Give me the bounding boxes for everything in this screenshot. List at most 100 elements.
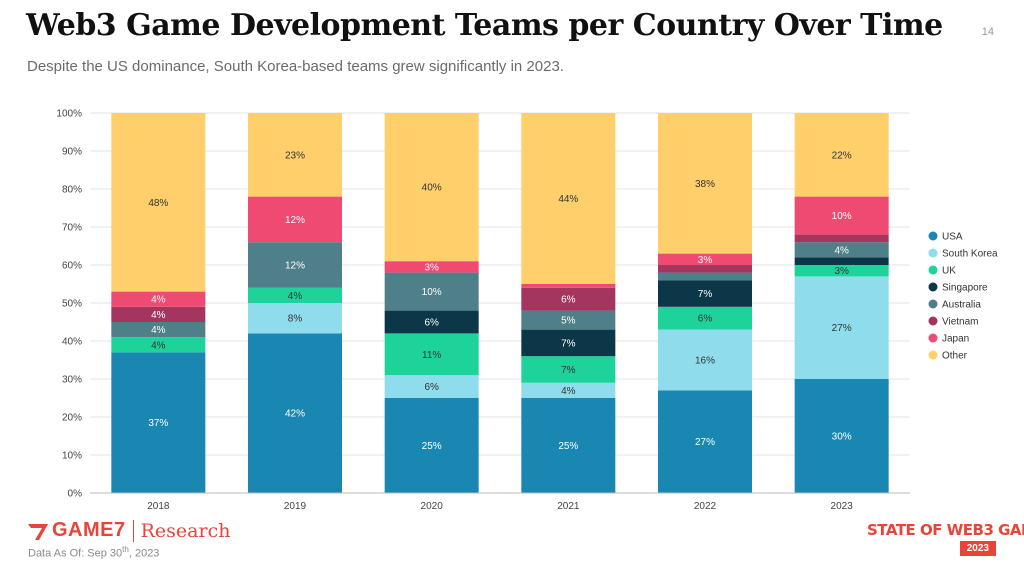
bar-segment <box>658 306 752 330</box>
data-label: 40% <box>422 183 442 194</box>
bar-segment <box>658 390 752 493</box>
y-tick-label: 80% <box>62 185 82 196</box>
data-label: 3% <box>834 266 849 277</box>
data-label: 44% <box>558 194 578 205</box>
legend-swatch <box>928 333 938 343</box>
y-tick-label: 20% <box>62 413 82 424</box>
bar-segment <box>248 333 342 493</box>
bar-segment <box>521 329 616 357</box>
bar-segment <box>248 113 342 197</box>
legend-label: Japan <box>942 334 969 345</box>
logo-suffix: Research <box>140 519 231 542</box>
state-of-web3-gaming-logo: STATE OF WEB3 GAMING 2023 <box>867 521 1024 559</box>
bar-segment <box>111 352 206 493</box>
game7-research-logo: GAME7 Research <box>28 519 230 542</box>
bar-segment <box>521 287 616 311</box>
bar-segment <box>658 265 752 273</box>
bar-segment <box>111 113 206 292</box>
data-label: 27% <box>832 323 852 334</box>
data-label: 30% <box>832 432 852 443</box>
data-label: 38% <box>695 179 715 190</box>
legend-swatch <box>928 299 938 309</box>
bar-segment <box>521 398 616 493</box>
legend-swatch <box>928 265 938 275</box>
legend-swatch <box>928 282 938 292</box>
data-label: 48% <box>148 198 168 209</box>
y-tick-label: 0% <box>68 489 83 500</box>
legend-swatch <box>928 316 938 326</box>
data-label: 3% <box>424 262 439 273</box>
stacked-bar-chart: 0% 10% 20% 30% 40% 50% 60% 70% 80% 90% 100% 37% 4% 4%… <box>56 109 998 513</box>
bar-segment <box>521 284 616 288</box>
data-as-of-note: Data As Of: Sep 30th, 2023 <box>28 545 159 560</box>
bar-segment <box>111 306 206 322</box>
data-label: 10% <box>832 211 852 222</box>
y-tick-label: 10% <box>62 451 82 462</box>
data-label: 12% <box>285 261 305 272</box>
data-label: 3% <box>698 255 713 266</box>
bar-segment <box>794 265 889 277</box>
bar-segment <box>658 280 752 307</box>
x-tick-label: 2022 <box>694 501 717 512</box>
bar-segment <box>794 276 889 379</box>
bar-segment <box>794 234 889 243</box>
data-label: 8% <box>288 314 303 325</box>
y-tick-label: 90% <box>62 147 82 158</box>
page-title: Web3 Game Development Teams per Country … <box>26 8 943 43</box>
bar-segment <box>794 113 889 197</box>
data-label: 16% <box>695 356 715 367</box>
bar-segment <box>658 272 752 281</box>
bar-segment <box>794 257 889 265</box>
data-label: 4% <box>561 386 576 397</box>
bar-segment <box>658 113 752 254</box>
data-label: 6% <box>424 382 439 393</box>
legend-label: Other <box>942 351 968 362</box>
bar-segment <box>384 261 479 273</box>
data-label: 11% <box>422 350 441 361</box>
bar-segment <box>384 333 479 376</box>
data-label: 4% <box>151 310 166 321</box>
data-label: 4% <box>151 295 166 306</box>
x-tick-label: 2020 <box>421 501 444 512</box>
data-label: 10% <box>422 287 442 298</box>
data-label: 37% <box>148 418 168 429</box>
legend-swatch <box>928 231 938 241</box>
y-tick-label: 30% <box>62 375 82 386</box>
x-tick-label: 2019 <box>284 501 307 512</box>
bar-segment <box>521 382 616 398</box>
data-label: 25% <box>422 441 442 452</box>
y-tick-label: 40% <box>62 337 82 348</box>
data-label: 6% <box>424 318 439 329</box>
logo-divider <box>132 519 134 542</box>
brand-year: 2023 <box>959 541 996 556</box>
bar-segment <box>794 242 889 258</box>
bar-segment <box>794 379 889 493</box>
legend-label: USA <box>942 232 963 243</box>
bar-segment <box>658 329 752 391</box>
data-label: 27% <box>695 437 715 448</box>
data-as-of-sup: th <box>122 545 129 554</box>
bar-segment <box>248 303 342 334</box>
bar-segment <box>384 398 479 493</box>
bar-segment <box>248 287 342 303</box>
data-label: 4% <box>151 340 166 351</box>
bar-segment <box>111 337 206 353</box>
y-tick-label: 60% <box>62 261 82 272</box>
legend-label: UK <box>942 266 956 277</box>
logo-name: GAME7 <box>52 519 126 541</box>
bar-segment <box>794 196 889 235</box>
y-tick-label: 100% <box>56 109 82 120</box>
legend-swatch <box>928 350 938 360</box>
bar-segment <box>111 291 206 307</box>
brand-line: STATE OF WEB3 GAMING <box>867 521 1024 539</box>
data-label: 6% <box>561 295 576 306</box>
bar-segment <box>521 113 616 284</box>
data-as-of-prefix: Data As Of: Sep 30 <box>28 547 123 560</box>
data-label: 5% <box>561 316 576 327</box>
game7-logo-icon <box>28 523 48 540</box>
data-label: 6% <box>698 314 713 325</box>
bar-segment <box>384 310 479 334</box>
bar-segment <box>658 253 752 265</box>
x-tick-label: 2023 <box>831 501 854 512</box>
bar-segment <box>521 310 616 330</box>
